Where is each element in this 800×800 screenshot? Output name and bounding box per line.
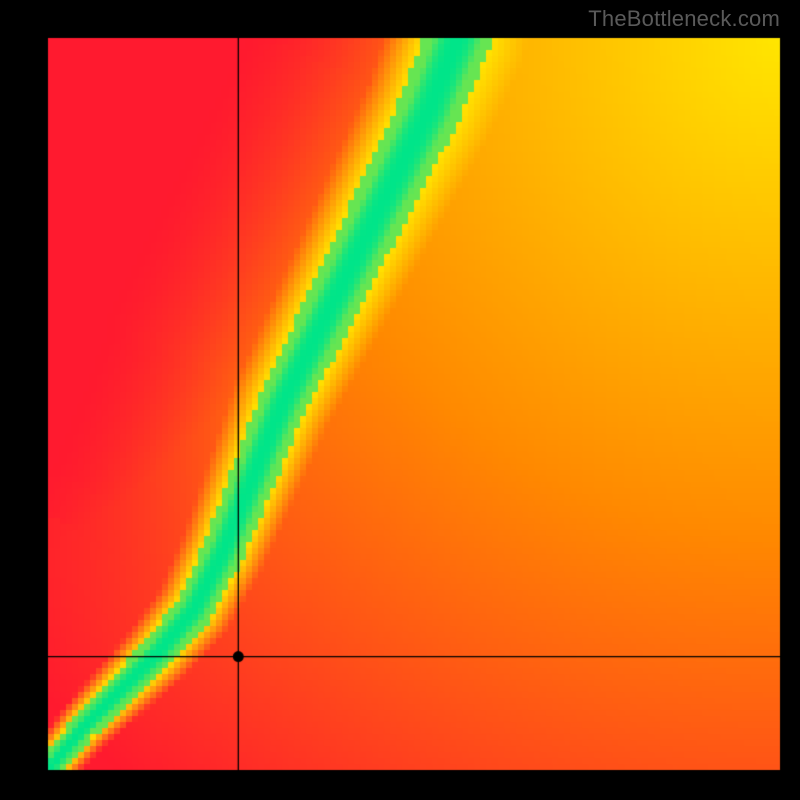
watermark-text: TheBottleneck.com xyxy=(588,6,780,32)
chart-container: TheBottleneck.com xyxy=(0,0,800,800)
bottleneck-heatmap xyxy=(0,0,800,800)
